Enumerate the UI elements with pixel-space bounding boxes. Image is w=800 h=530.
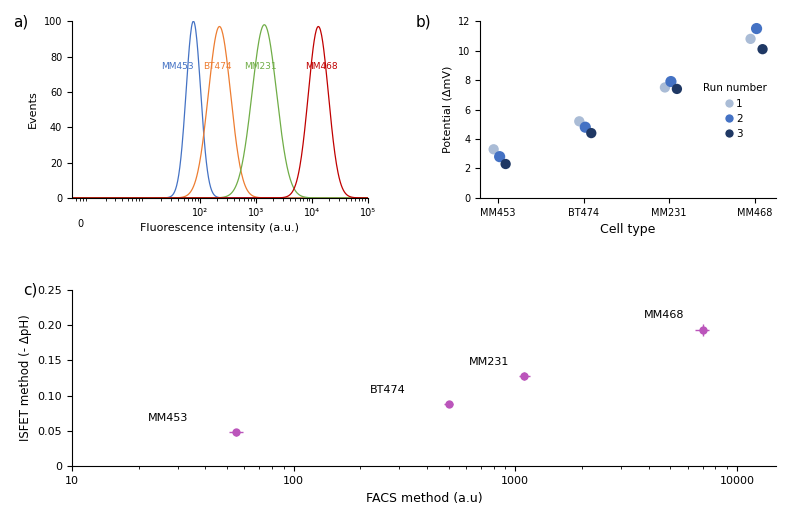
- Text: c): c): [22, 282, 37, 298]
- Text: a): a): [13, 14, 28, 29]
- Text: MM468: MM468: [305, 61, 338, 70]
- Legend: 1, 2, 3: 1, 2, 3: [698, 79, 770, 143]
- Point: [744, 34, 757, 43]
- Text: MM231: MM231: [470, 357, 510, 367]
- Point: [579, 123, 592, 131]
- Point: [499, 160, 512, 168]
- Point: [756, 45, 769, 54]
- Y-axis label: Events: Events: [28, 91, 38, 128]
- Point: [665, 77, 678, 86]
- Point: [658, 83, 671, 92]
- Text: MM453: MM453: [162, 61, 194, 70]
- Y-axis label: ISFET method (- ΔpH): ISFET method (- ΔpH): [19, 315, 32, 441]
- Point: [494, 153, 506, 161]
- Point: [670, 85, 683, 93]
- Y-axis label: Potential (ΔmV): Potential (ΔmV): [442, 66, 453, 153]
- Point: [750, 24, 763, 33]
- X-axis label: FACS method (a.u): FACS method (a.u): [366, 492, 482, 505]
- Text: MM231: MM231: [244, 61, 277, 70]
- Text: b): b): [415, 14, 430, 29]
- Text: MM468: MM468: [644, 310, 684, 320]
- X-axis label: Fluorescence intensity (a.u.): Fluorescence intensity (a.u.): [140, 223, 299, 233]
- Text: BT474: BT474: [370, 385, 406, 395]
- Point: [573, 117, 586, 126]
- X-axis label: Cell type: Cell type: [601, 223, 656, 236]
- Text: BT474: BT474: [202, 61, 231, 70]
- Text: MM453: MM453: [148, 412, 188, 422]
- Point: [487, 145, 500, 154]
- Text: 0: 0: [78, 219, 84, 229]
- Point: [585, 129, 598, 137]
